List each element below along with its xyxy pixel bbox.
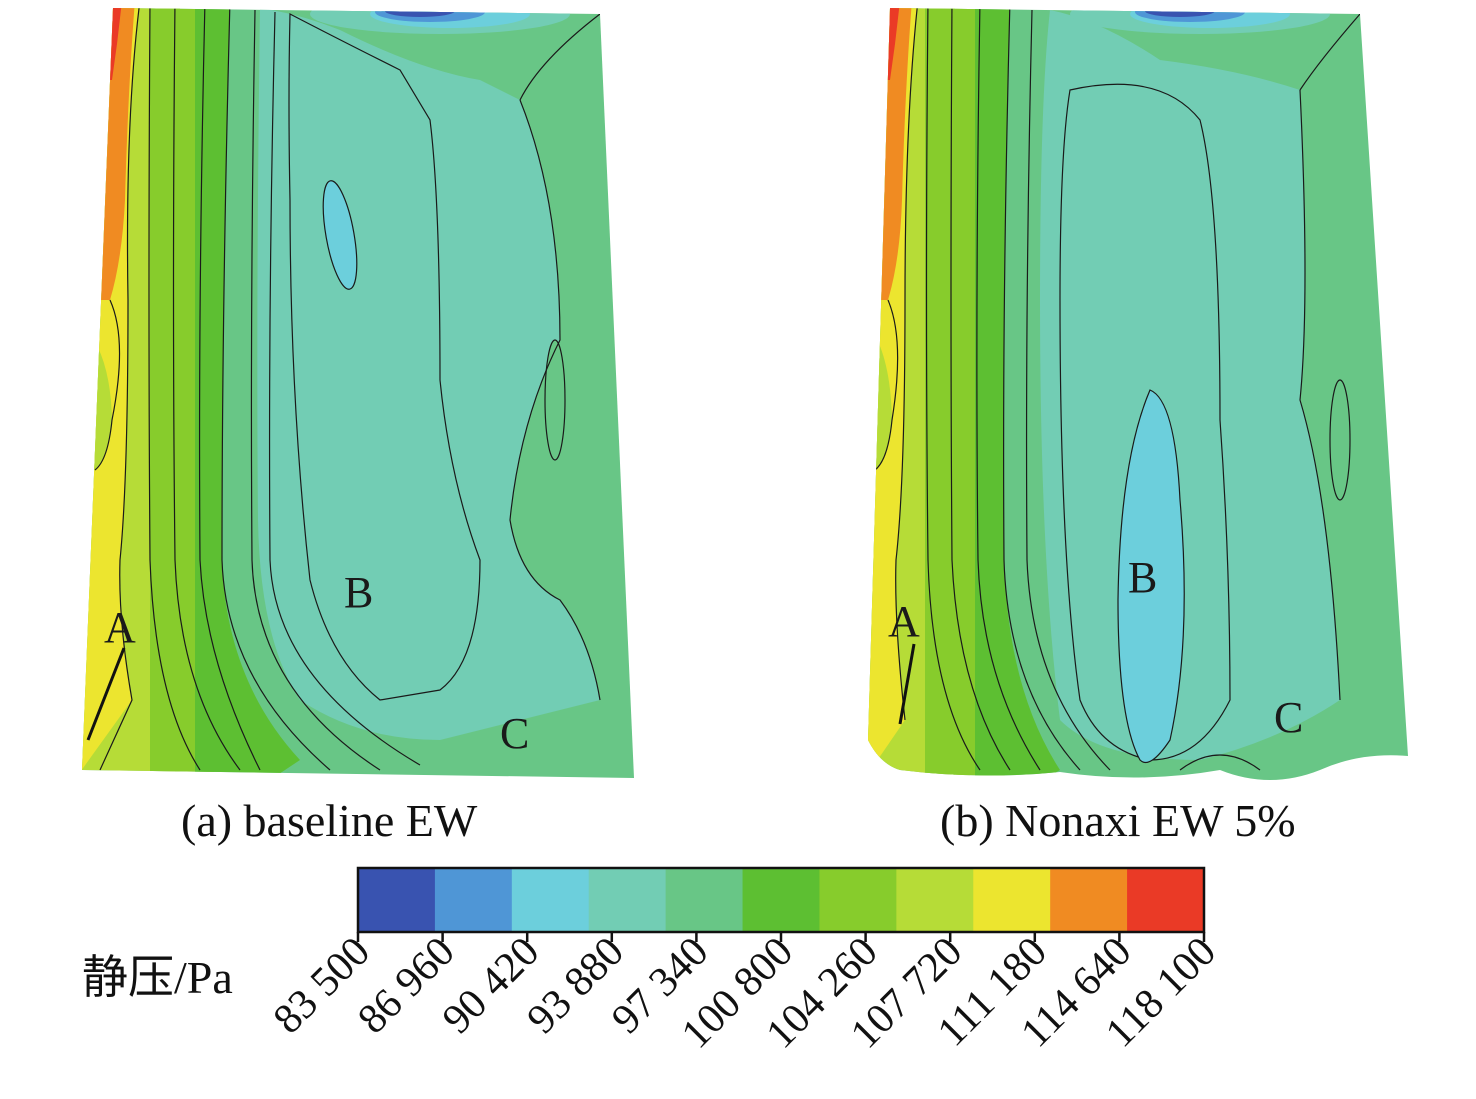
annotation-a-panel-a: A bbox=[104, 603, 136, 652]
colorbar-segment-10 bbox=[1127, 868, 1205, 932]
colorbar-tick-label-3: 93 880 bbox=[519, 929, 633, 1043]
contour-panel-baseline bbox=[82, 8, 634, 778]
annotation-a-leader-b bbox=[898, 643, 916, 725]
colorbar-segment-5 bbox=[742, 868, 820, 932]
annotation-a-leader-a bbox=[86, 647, 126, 741]
colorbar-tick-label-1: 86 960 bbox=[349, 929, 463, 1043]
colorbar-label: 静压/Pa bbox=[82, 952, 233, 1003]
colorbar-segment-3 bbox=[588, 868, 667, 932]
annotation-a-panel-b: A bbox=[888, 597, 920, 646]
colorbar-segment-0 bbox=[358, 868, 436, 932]
contour-panel-nonaxi bbox=[868, 8, 1408, 780]
colorbar-segment-9 bbox=[1050, 868, 1128, 932]
colorbar-tick-label-2: 90 420 bbox=[434, 929, 548, 1043]
annotation-c-panel-a: C bbox=[500, 709, 529, 758]
panel-b-caption: (b) Nonaxi EW 5% bbox=[940, 795, 1296, 846]
colorbar-segment-2 bbox=[511, 868, 590, 932]
panel-a-caption: (a) baseline EW bbox=[181, 795, 478, 846]
colorbar-segment-8 bbox=[973, 868, 1051, 932]
colorbar-segment-7 bbox=[896, 868, 974, 932]
annotation-b-panel-b: B bbox=[1128, 553, 1157, 602]
colorbar-segment-4 bbox=[665, 868, 744, 932]
colorbar-segment-6 bbox=[819, 868, 897, 932]
colorbar-tick-label-0: 83 500 bbox=[265, 929, 379, 1043]
colorbar-segment-1 bbox=[434, 868, 513, 932]
annotation-b-panel-a: B bbox=[344, 568, 373, 617]
annotation-c-panel-b: C bbox=[1274, 693, 1303, 742]
